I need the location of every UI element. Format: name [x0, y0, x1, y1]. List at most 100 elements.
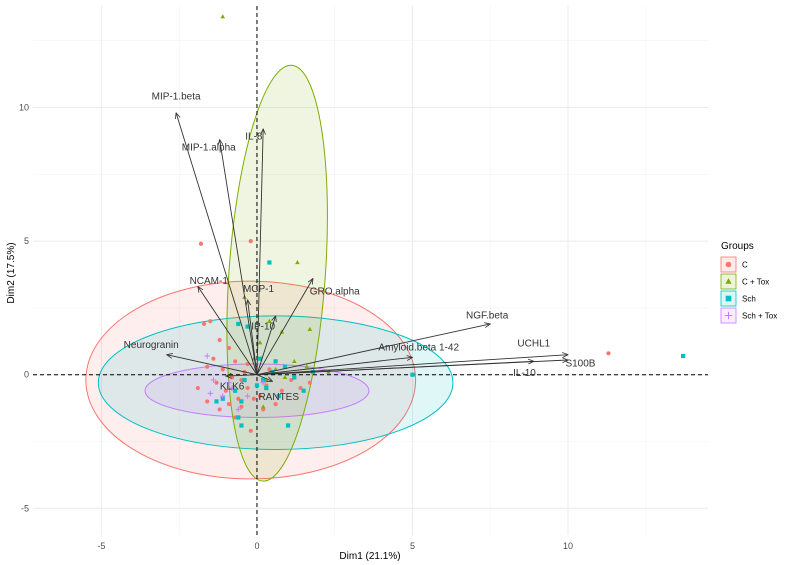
- legend-label-sch-tox: Sch + Tox: [742, 312, 777, 321]
- point-sch: [239, 423, 244, 428]
- point-c-tox: [267, 318, 272, 323]
- point-c: [233, 359, 238, 364]
- arrow-gro-alpha: [256, 279, 313, 375]
- point-c: [248, 428, 253, 433]
- point-c: [205, 364, 210, 369]
- point-sch: [276, 393, 281, 399]
- point-c: [307, 380, 312, 385]
- point-sch: [257, 356, 263, 361]
- point-sch: [236, 321, 241, 327]
- arrow-mip-1-beta: [176, 113, 258, 375]
- arrow-il-8: [256, 129, 263, 375]
- point-c-tox: [260, 404, 266, 409]
- x-tick-label: 0: [254, 541, 259, 551]
- arrow-rantes: [256, 374, 273, 382]
- arrow-amyloid-beta-1-42: [256, 357, 413, 376]
- point-c: [217, 337, 222, 343]
- point-sch: [254, 383, 260, 388]
- point-sch: [282, 364, 288, 369]
- point-sch-tox: [244, 393, 251, 399]
- x-tick-label: 5: [410, 541, 415, 551]
- legend-marker-sch-tox: [724, 311, 733, 320]
- point-c: [211, 356, 216, 361]
- point-c-tox: [291, 358, 297, 364]
- var-label-mip-1-beta: MIP-1.beta: [152, 92, 201, 103]
- point-sch-tox: [235, 406, 242, 413]
- point-sch: [267, 260, 272, 265]
- point-c: [223, 388, 228, 393]
- x-tick-label: 10: [563, 541, 573, 551]
- point-sch: [410, 372, 415, 377]
- point-sch-tox: [226, 379, 232, 386]
- legend-label-sch: Sch: [742, 295, 756, 304]
- var-label-uchl1: UCHL1: [517, 339, 550, 350]
- var-label-il-8: IL-8: [245, 132, 263, 143]
- point-sch: [214, 399, 219, 404]
- ellipse-c: [85, 280, 417, 480]
- legend-label-c: C: [742, 261, 748, 270]
- var-label-rantes: RANTES: [258, 392, 299, 403]
- var-label-ncam-1: NCAM-1: [190, 276, 229, 287]
- var-label-neurogranin: Neurogranin: [124, 340, 179, 351]
- arrow-uchl1: [256, 355, 568, 376]
- point-sch: [245, 324, 250, 329]
- var-label-ip-10: IP-10: [251, 321, 275, 332]
- point-c: [273, 401, 278, 407]
- var-label-mip-1-alpha: MIP-1.alpha: [182, 142, 236, 153]
- point-sch-tox: [207, 390, 214, 397]
- point-sch: [236, 415, 241, 420]
- variable-arrows: MIP-1.beta MIP-1.alpha IL-8 NCAM-1 MCP-1 GRO.…: [124, 92, 596, 404]
- y-tick-label: 0: [24, 370, 29, 380]
- point-sch: [681, 353, 686, 359]
- point-c-tox: [282, 374, 288, 380]
- point-c: [214, 380, 219, 385]
- var-label-mcp-1: MCP-1: [243, 284, 275, 295]
- arrow-mip-1-alpha: [220, 140, 258, 375]
- tick-labels: -5 0 5 10 -5 0 5 10: [19, 103, 573, 551]
- point-sch-tox: [220, 393, 226, 399]
- point-c: [195, 385, 200, 391]
- point-c: [251, 396, 256, 401]
- arrow-ip-10: [256, 316, 276, 375]
- point-sch: [273, 359, 278, 364]
- arrow-ngf-beta: [256, 324, 490, 376]
- var-label-s100b: S100B: [565, 359, 595, 370]
- point-sch-tox: [204, 353, 210, 359]
- point-sch-tox: [210, 377, 217, 383]
- point-c-tox: [307, 326, 313, 331]
- var-label-klk6: KLK6: [220, 381, 245, 392]
- arrow-ncam-1: [198, 287, 258, 375]
- var-label-ngf-beta: NGF.beta: [466, 311, 509, 322]
- legend-title: Groups: [721, 241, 754, 252]
- point-c: [606, 351, 611, 356]
- point-c: [201, 321, 207, 327]
- point-sch: [264, 385, 269, 391]
- legend-marker-c-tox: [725, 278, 732, 284]
- x-axis-title: Dim1 (21.1%): [339, 551, 400, 562]
- legend-marker-c: [725, 261, 732, 268]
- point-sch: [285, 423, 291, 428]
- point-c-tox: [257, 340, 263, 345]
- y-axis-title: Dim2 (17.5%): [6, 242, 17, 303]
- point-c: [208, 319, 213, 324]
- point-c: [239, 404, 244, 409]
- point-c: [217, 407, 222, 412]
- reference-lines: [33, 6, 708, 535]
- y-tick-label: 5: [24, 236, 29, 246]
- point-c: [248, 239, 253, 244]
- point-c: [220, 367, 225, 372]
- point-c: [257, 393, 263, 399]
- grid-lines: [33, 6, 708, 535]
- var-label-gro-alpha: GRO.alpha: [310, 287, 360, 298]
- point-sch: [233, 388, 238, 393]
- point-sch-tox: [260, 379, 266, 386]
- point-c: [205, 399, 210, 404]
- arrow-klk6: [226, 375, 257, 376]
- var-label-amyloid-beta-1-42: Amyloid.beta 1-42: [378, 343, 459, 354]
- point-sch: [292, 375, 297, 380]
- point-c: [245, 385, 250, 391]
- point-sch-tox: [229, 385, 235, 391]
- legend: Groups C C + Tox Sch Sch + Tox: [720, 241, 777, 324]
- data-points: [195, 14, 686, 433]
